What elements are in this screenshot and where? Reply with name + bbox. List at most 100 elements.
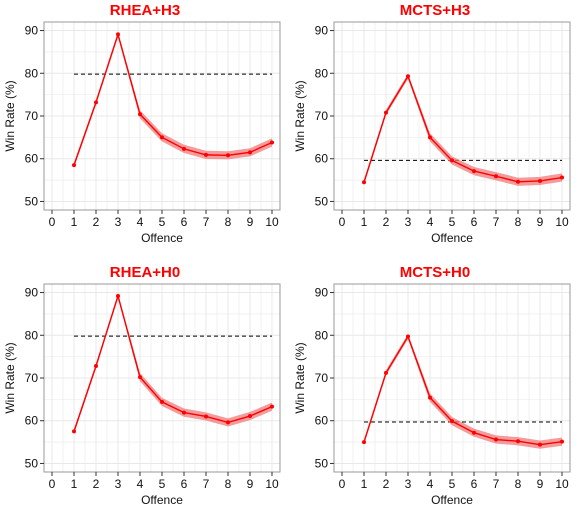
y-axis-label: Win Rate (%) bbox=[3, 342, 17, 413]
x-tick-label: 4 bbox=[137, 477, 144, 491]
data-point bbox=[94, 100, 98, 105]
confidence-ribbon bbox=[74, 31, 272, 168]
chart-panel-rhea-h0: RHEA+H0 50 60 70 80 90 0 1 2 3 4 5 6 7 8 9 10 Offence Win… bbox=[0, 262, 290, 516]
data-point bbox=[182, 146, 186, 151]
chart-title: RHEA+H0 bbox=[109, 264, 181, 281]
y-tick-label: 90 bbox=[315, 24, 329, 38]
x-tick-label: 0 bbox=[49, 477, 56, 491]
x-tick-label: 9 bbox=[247, 477, 254, 491]
x-tick-label: 7 bbox=[493, 477, 500, 491]
data-point bbox=[472, 430, 476, 435]
y-axis-label: Win Rate (%) bbox=[293, 80, 307, 151]
data-point bbox=[72, 429, 76, 434]
data-point bbox=[248, 414, 252, 419]
data-point bbox=[494, 174, 498, 179]
data-point bbox=[270, 140, 274, 145]
chart-panel-mcts-h3: MCTS+H3 50 60 70 80 90 0 1 2 3 4 5 6 7 8 9 10 Offence Win… bbox=[290, 0, 580, 254]
data-point bbox=[72, 163, 76, 168]
y-tick-label: 60 bbox=[315, 414, 329, 428]
data-point bbox=[472, 169, 476, 174]
y-tick-label: 50 bbox=[315, 456, 329, 470]
x-tick-label: 5 bbox=[449, 477, 456, 491]
x-tick-label: 3 bbox=[115, 215, 122, 229]
data-point bbox=[362, 440, 366, 445]
x-tick-label: 9 bbox=[537, 477, 544, 491]
x-tick-label: 6 bbox=[471, 215, 478, 229]
y-tick-label: 90 bbox=[315, 286, 329, 300]
y-tick-label: 80 bbox=[315, 66, 329, 80]
x-tick-label: 3 bbox=[115, 477, 122, 491]
confidence-ribbon bbox=[364, 73, 562, 186]
data-point bbox=[538, 178, 542, 183]
x-tick-label: 8 bbox=[515, 477, 522, 491]
grid bbox=[44, 284, 280, 472]
x-tick-label: 7 bbox=[203, 215, 210, 229]
plot-svg: 50 60 70 80 90 0 1 2 3 4 5 6 7 8 9 10 Offence Win Rate (%… bbox=[293, 21, 571, 245]
x-tick-label: 1 bbox=[71, 477, 78, 491]
x-tick-label: 8 bbox=[225, 215, 232, 229]
series-line bbox=[73, 293, 273, 432]
x-tick-label: 3 bbox=[405, 215, 412, 229]
x-tick-label: 10 bbox=[555, 477, 569, 491]
chart-panel-mcts-h0: MCTS+H0 50 60 70 80 90 0 1 2 3 4 5 6 7 8 9 10 Offence Win… bbox=[290, 262, 580, 516]
data-point bbox=[160, 399, 164, 404]
x-tick-label: 2 bbox=[383, 477, 390, 491]
x-tick-label: 6 bbox=[181, 477, 188, 491]
y-tick-label: 60 bbox=[315, 152, 329, 166]
x-tick-label: 2 bbox=[93, 215, 100, 229]
chart-title: MCTS+H3 bbox=[399, 2, 471, 19]
series-line bbox=[363, 334, 563, 446]
x-tick-label: 7 bbox=[203, 477, 210, 491]
x-tick-label: 9 bbox=[247, 215, 254, 229]
x-tick-label: 2 bbox=[383, 215, 390, 229]
x-tick-label: 10 bbox=[265, 215, 279, 229]
x-tick-label: 0 bbox=[49, 215, 56, 229]
chart-title: MCTS+H0 bbox=[399, 264, 471, 281]
data-point bbox=[116, 32, 120, 37]
x-tick-label: 8 bbox=[515, 215, 522, 229]
x-tick-label: 1 bbox=[361, 215, 368, 229]
series-line bbox=[363, 74, 563, 183]
x-tick-label: 8 bbox=[225, 477, 232, 491]
x-axis-label: Offence bbox=[141, 493, 183, 507]
y-axis-label: Win Rate (%) bbox=[3, 80, 17, 151]
data-point bbox=[406, 74, 410, 79]
y-tick-label: 80 bbox=[315, 328, 329, 342]
x-tick-label: 1 bbox=[71, 215, 78, 229]
data-point bbox=[362, 180, 366, 185]
series-line bbox=[73, 31, 273, 166]
y-tick-label: 80 bbox=[25, 328, 39, 342]
grid bbox=[44, 22, 280, 210]
data-point bbox=[450, 158, 454, 163]
data-point bbox=[538, 442, 542, 447]
data-point bbox=[94, 364, 98, 369]
x-tick-label: 10 bbox=[555, 215, 569, 229]
data-point bbox=[516, 179, 520, 184]
data-point bbox=[428, 135, 432, 140]
data-point bbox=[560, 439, 564, 444]
data-point bbox=[204, 414, 208, 419]
data-point bbox=[406, 334, 410, 339]
plot-svg: 50 60 70 80 90 0 1 2 3 4 5 6 7 8 9 10 Offence Win Rate (%… bbox=[293, 283, 571, 507]
x-axis-label: Offence bbox=[431, 493, 473, 507]
x-tick-label: 9 bbox=[537, 215, 544, 229]
y-tick-label: 50 bbox=[25, 194, 39, 208]
data-point bbox=[494, 437, 498, 442]
data-point bbox=[160, 135, 164, 140]
data-point bbox=[248, 150, 252, 155]
x-tick-label: 10 bbox=[265, 477, 279, 491]
plot-svg: 50 60 70 80 90 0 1 2 3 4 5 6 7 8 9 10 Offence Win Rate (%… bbox=[3, 283, 281, 507]
x-tick-label: 4 bbox=[137, 215, 144, 229]
x-axis-label: Offence bbox=[431, 231, 473, 245]
y-tick-label: 60 bbox=[25, 414, 39, 428]
chart-title: RHEA+H3 bbox=[109, 2, 181, 19]
x-tick-label: 6 bbox=[471, 477, 478, 491]
data-point bbox=[138, 375, 142, 380]
data-point bbox=[204, 152, 208, 157]
data-point bbox=[450, 419, 454, 424]
y-tick-label: 70 bbox=[25, 109, 39, 123]
x-tick-label: 0 bbox=[339, 477, 346, 491]
x-tick-label: 5 bbox=[159, 477, 166, 491]
y-tick-label: 90 bbox=[25, 286, 39, 300]
x-axis-label: Offence bbox=[141, 231, 183, 245]
